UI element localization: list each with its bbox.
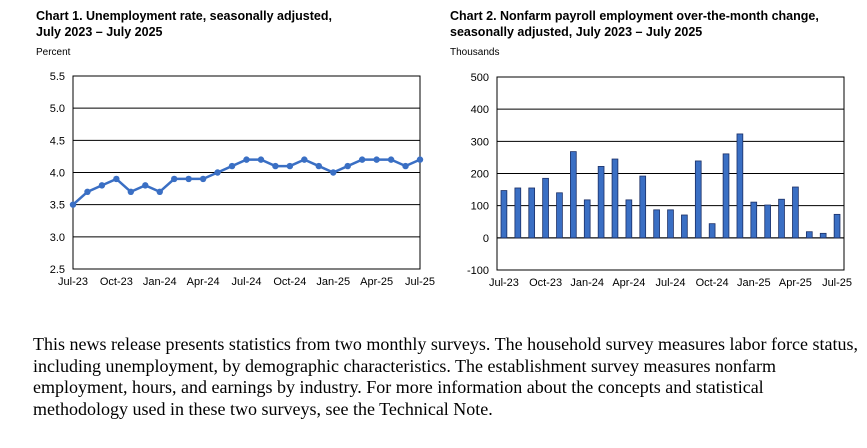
x-tick-label: Oct-23: [529, 277, 562, 289]
y-tick-label: 100: [471, 201, 489, 213]
point-Jan-24: [156, 188, 163, 195]
bar-Jan-25: [750, 201, 758, 239]
y-tick-label: 500: [471, 72, 489, 84]
y-tick-label: 3.5: [50, 200, 65, 212]
x-tick-label: Apr-24: [187, 276, 220, 288]
bar-Apr-25: [792, 186, 799, 239]
bar-Aug-23: [514, 187, 522, 239]
y-tick-label: 5.0: [50, 103, 65, 115]
y-tick-label: 3.0: [50, 232, 65, 244]
chart2-plot: -100 0 100 200 300 400 500 Jul-23 Oct-23 Jan-24 Ap…: [467, 72, 852, 289]
bar-Jun-25: [819, 232, 827, 239]
bar-Dec-23: [570, 151, 577, 239]
x-tick-label: Jul-25: [405, 276, 435, 288]
x-tick-label: Oct-24: [696, 277, 729, 289]
intro-paragraph: This news release presents statistics fr…: [33, 334, 858, 419]
x-tick-label: Jul-23: [489, 277, 519, 289]
x-tick-label: Oct-24: [273, 276, 306, 288]
bar-Dec-24: [736, 133, 744, 239]
chart1-plot: 2.5 3.0 3.5 4.0 4.5 5.0 5.5 Jul-23 Oct-23 Jan-24 A…: [50, 71, 435, 288]
bar-May-25: [805, 231, 813, 239]
point-Aug-24: [257, 156, 265, 163]
x-tick-label: Oct-23: [100, 276, 133, 288]
y-tick-label: 2.5: [50, 264, 65, 276]
point-Mar-25: [358, 156, 366, 163]
series-line: [72, 158, 421, 206]
y-tick-label: 0: [483, 233, 489, 245]
x-tick-label: Apr-24: [612, 277, 645, 289]
bar-May-24: [639, 175, 647, 239]
point-Jul-25: [416, 156, 424, 163]
plot-frame: [72, 75, 421, 270]
y-tick-label: 4.0: [50, 168, 65, 180]
y-tick-label: 5.5: [50, 71, 65, 83]
x-tick-label: Jul-25: [822, 277, 852, 289]
chart1-unit-label: Percent: [36, 47, 71, 58]
point-Sep-23: [98, 182, 106, 189]
point-Dec-23: [142, 182, 149, 189]
bar-Jun-24: [653, 209, 660, 239]
point-Sep-24: [272, 162, 279, 170]
y-tick-label: -100: [467, 265, 489, 277]
point-Aug-23: [84, 188, 91, 195]
x-tick-label: Jan-25: [316, 276, 350, 288]
bar-Jul-23: [500, 190, 508, 239]
bar-Feb-25: [764, 204, 771, 239]
x-tick-label: Jan-25: [737, 277, 771, 289]
point-May-24: [214, 169, 221, 176]
y-tick-label: 4.5: [50, 135, 65, 147]
point-Oct-24: [286, 162, 294, 170]
bar-Sep-23: [528, 187, 536, 239]
bar-Jul-25: [833, 213, 841, 239]
y-tick-label: 300: [471, 136, 489, 148]
plot-frame: [496, 76, 845, 271]
chart2-title-line2: seasonally adjusted, July 2023 – July 20…: [450, 25, 703, 39]
bar-Aug-24: [681, 214, 688, 239]
point-Apr-25: [373, 156, 380, 163]
chart1-title-line2: July 2023 – July 2025: [36, 25, 163, 39]
chart1-title: Chart 1. Unemployment rate, seasonally a…: [36, 8, 436, 40]
bar-Sep-24: [694, 160, 702, 239]
point-Nov-24: [301, 156, 308, 163]
point-Feb-24: [171, 175, 178, 183]
x-tick-label: Apr-25: [779, 277, 812, 289]
bar-Nov-24: [722, 153, 730, 239]
bar-Jul-24: [667, 209, 674, 239]
x-tick-label: Apr-25: [360, 276, 393, 288]
point-Mar-24: [185, 175, 192, 183]
x-tick-label: Jul-23: [58, 276, 88, 288]
x-tick-label: Jan-24: [570, 277, 604, 289]
bar-Oct-24: [708, 223, 716, 239]
point-May-25: [387, 156, 395, 163]
x-tick-label: Jul-24: [656, 277, 686, 289]
bar-Feb-24: [597, 166, 605, 239]
point-Apr-24: [199, 175, 207, 183]
point-Nov-23: [127, 188, 135, 195]
y-tick-label: 400: [471, 104, 489, 116]
point-Jul-23: [69, 201, 77, 208]
x-tick-label: Jul-24: [232, 276, 262, 288]
chart2-unit-label: Thousands: [450, 47, 500, 58]
point-Feb-25: [344, 162, 351, 170]
chart2-title: Chart 2. Nonfarm payroll employment over…: [450, 8, 865, 40]
bar-Nov-23: [556, 192, 563, 239]
point-Dec-24: [315, 162, 322, 170]
chart2-title-line1: Chart 2. Nonfarm payroll employment over…: [450, 9, 819, 23]
bar-Mar-24: [611, 158, 619, 239]
x-tick-label: Jan-24: [143, 276, 177, 288]
bar-Oct-23: [542, 177, 549, 239]
y-tick-label: 200: [471, 169, 489, 181]
point-Jan-25: [330, 169, 337, 176]
bar-Mar-25: [778, 198, 785, 239]
point-Jul-24: [243, 156, 250, 163]
point-Jun-24: [228, 162, 236, 170]
chart1-title-line1: Chart 1. Unemployment rate, seasonally a…: [36, 9, 332, 23]
point-Jun-25: [402, 162, 409, 170]
bar-Apr-24: [625, 199, 633, 239]
bar-Jan-24: [583, 199, 591, 239]
point-Oct-23: [113, 175, 120, 183]
